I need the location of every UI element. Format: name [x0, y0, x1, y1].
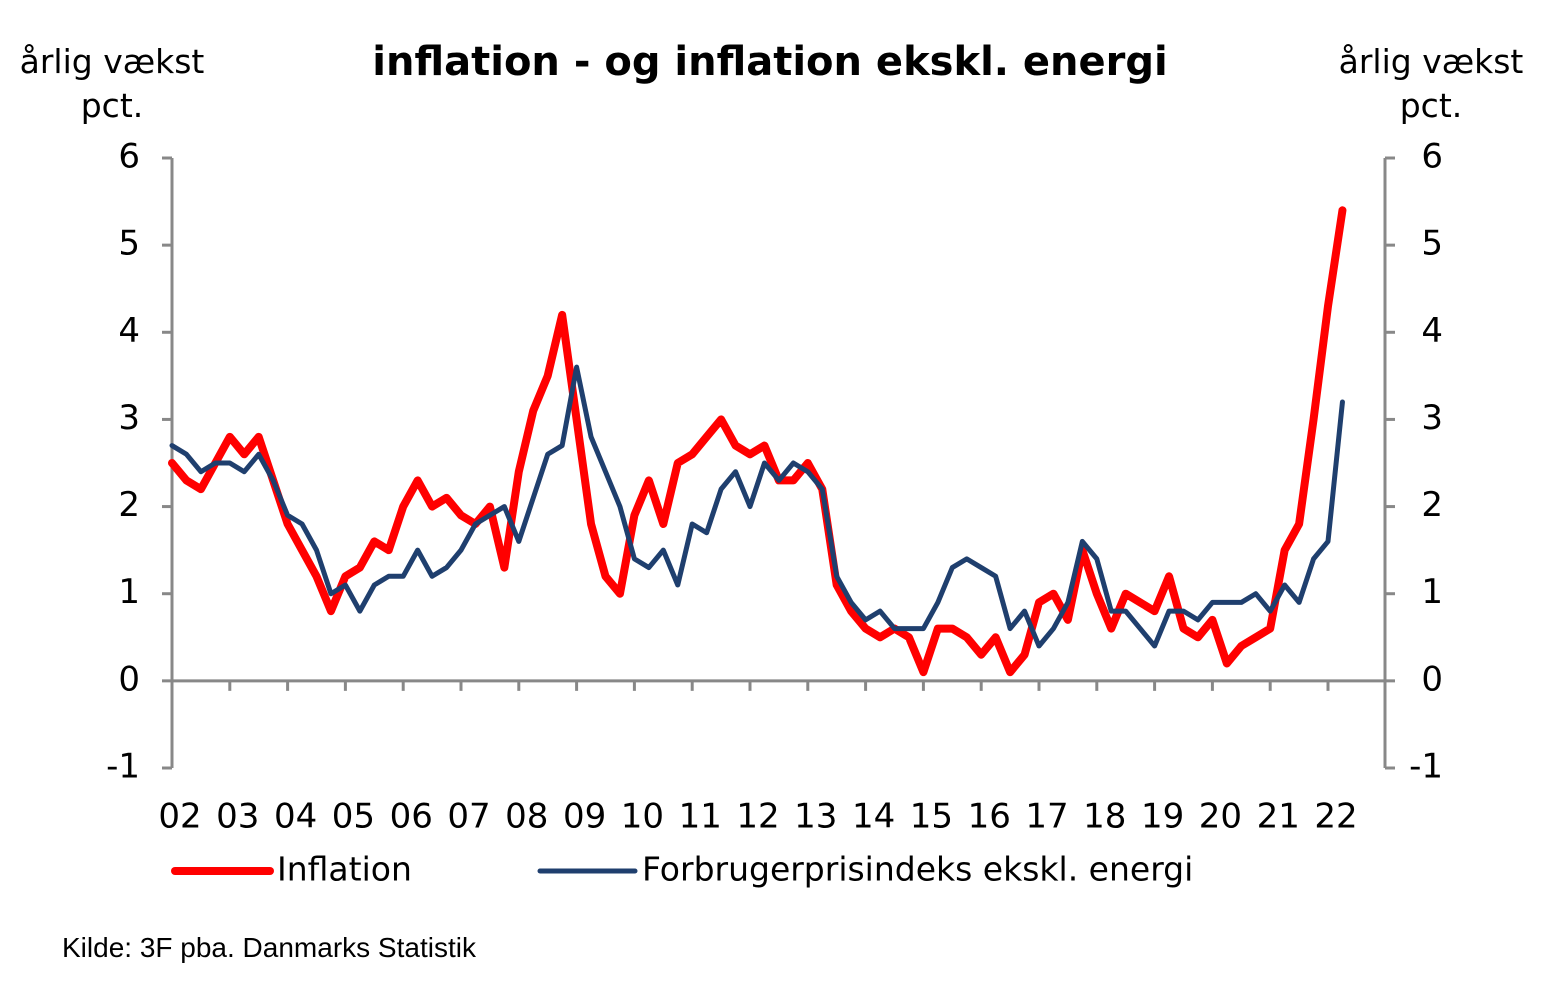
y2-tick-label: 1 — [1421, 572, 1443, 612]
series-line — [169, 364, 1345, 649]
y-tick-label: -1 — [106, 747, 140, 787]
x-tick-label: 04 — [274, 797, 317, 837]
x-tick-label: 18 — [1083, 797, 1126, 837]
y2-tick-label: 2 — [1421, 485, 1443, 525]
y-tick-label: 1 — [118, 572, 140, 612]
y-tick-label: 3 — [118, 398, 140, 438]
y-tick-label: 0 — [118, 659, 140, 699]
legend-label: Forbrugerprisindeks ekskl. energi — [642, 850, 1193, 889]
y2-tick-label: 4 — [1421, 311, 1443, 351]
x-tick-label: 15 — [910, 797, 953, 837]
x-tick-label: 19 — [1141, 797, 1184, 837]
y-tick-label: 2 — [118, 485, 140, 525]
x-tick-label: 10 — [621, 797, 664, 837]
x-tick-label: 20 — [1199, 797, 1242, 837]
chart-title: inflation - og inflation ekskl. energi — [372, 39, 1167, 85]
x-tick-label: 17 — [1025, 797, 1068, 837]
x-tick-label: 03 — [216, 797, 259, 837]
x-tick-label: 12 — [736, 797, 779, 837]
source: Kilde: 3F pba. Danmarks Statistik — [62, 932, 476, 963]
legend-label: Inflation — [277, 850, 412, 889]
y-tick-label: 4 — [118, 311, 140, 351]
x-tick-label: 13 — [794, 797, 837, 837]
x-tick-label: 16 — [968, 797, 1011, 837]
x-tick-label: 11 — [679, 797, 722, 837]
x-tick-label: 02 — [158, 797, 201, 837]
x-tick-label: 06 — [390, 797, 433, 837]
x-tick-label: 22 — [1314, 797, 1357, 837]
y2-tick-label: 6 — [1421, 137, 1443, 177]
y-tick-label: 5 — [118, 224, 140, 264]
x-tick-label: 14 — [852, 797, 895, 837]
x-tick-label: 21 — [1257, 797, 1300, 837]
series-line — [168, 206, 1347, 677]
x-tick-label: 08 — [505, 797, 548, 837]
y-tick-label: 6 — [118, 137, 140, 177]
y2-tick-label: 5 — [1421, 224, 1443, 264]
y2-tick-label: 3 — [1421, 398, 1443, 438]
y2-tick-label: 0 — [1421, 659, 1443, 699]
y2-axis-label: årlig vækst pct. — [1338, 42, 1524, 125]
y-axis-label: årlig vækst pct. — [19, 42, 205, 125]
x-tick-label: 09 — [563, 797, 606, 837]
x-tick-label: 07 — [447, 797, 490, 837]
y2-tick-label: -1 — [1409, 747, 1443, 787]
x-tick-label: 05 — [332, 797, 375, 837]
